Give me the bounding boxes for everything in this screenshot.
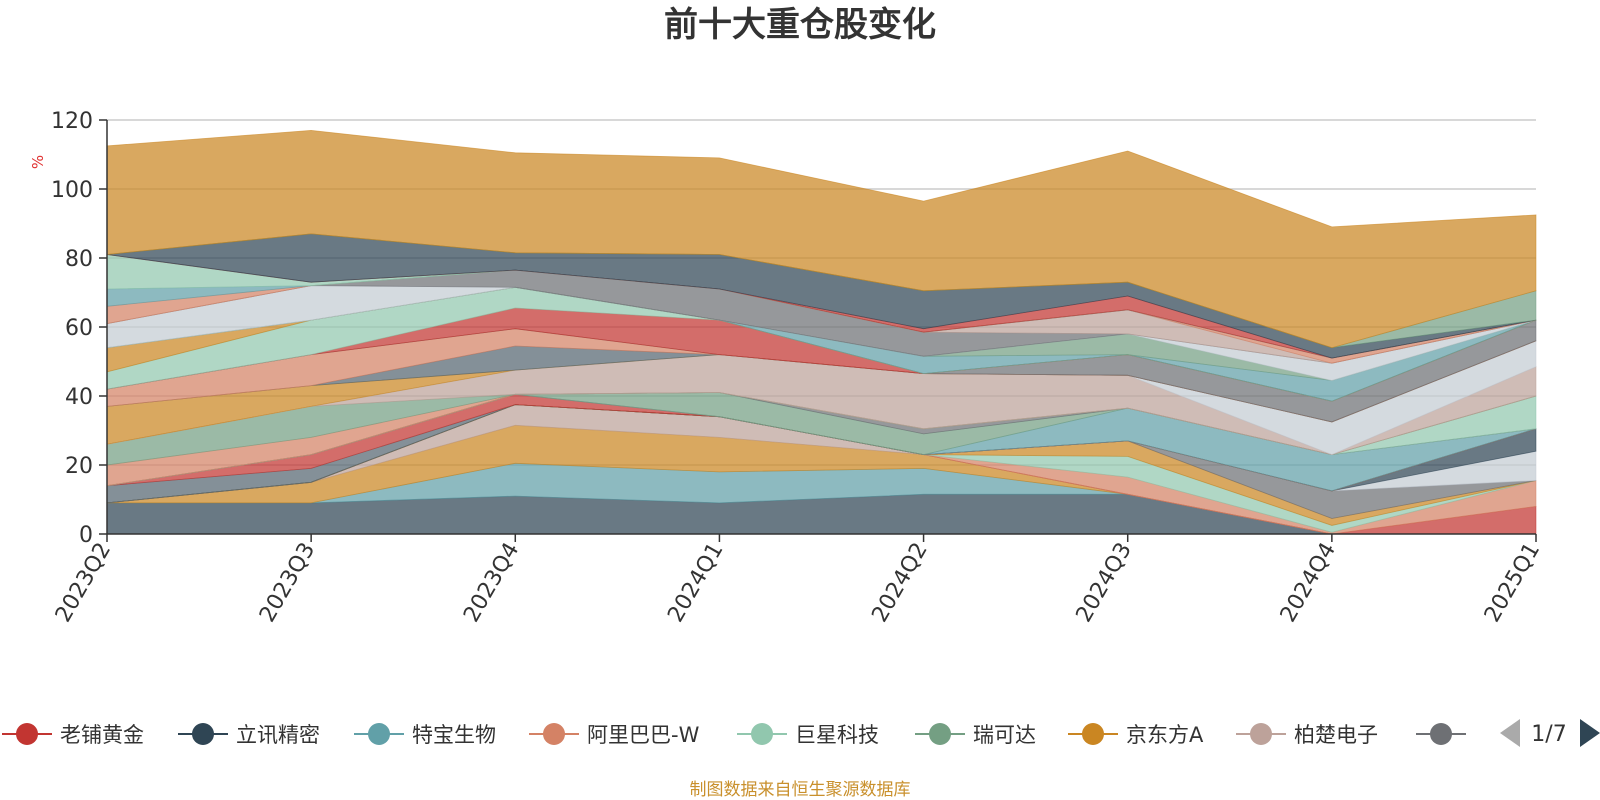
y-tick-label: 40	[65, 385, 93, 410]
y-axis-unit: %	[29, 155, 47, 169]
legend-label: 巨星科技	[795, 723, 879, 747]
legend-item[interactable]: 巨星科技	[737, 723, 879, 747]
legend: 老铺黄金 立讯精密 特宝生物 阿里巴巴-W 巨星科技 瑞可达 京东方A 柏楚电子 1/7	[2, 719, 1600, 747]
y-tick-label: 60	[65, 316, 93, 341]
legend-item[interactable]	[1416, 723, 1466, 745]
legend-label: 柏楚电子	[1294, 723, 1378, 747]
x-tick-label: 2025Q1	[1480, 539, 1545, 627]
y-tick-label: 100	[51, 178, 93, 203]
legend-marker-icon	[929, 723, 951, 745]
y-tick-label: 20	[65, 454, 93, 479]
legend-label: 老铺黄金	[60, 723, 144, 747]
legend-marker-icon	[751, 723, 773, 745]
area-series	[106, 129, 1537, 535]
legend-marker-icon	[543, 723, 565, 745]
legend-label: 京东方A	[1126, 723, 1204, 747]
x-tick-label: 2023Q2	[51, 539, 116, 627]
legend-marker-icon	[1082, 723, 1104, 745]
legend-item[interactable]: 瑞可达	[915, 723, 1036, 747]
legend-item[interactable]: 老铺黄金	[2, 723, 144, 747]
legend-item[interactable]: 柏楚电子	[1236, 723, 1378, 747]
x-tick-label: 2024Q3	[1072, 539, 1137, 627]
y-tick-label: 120	[51, 109, 93, 134]
legend-label: 特宝生物	[412, 723, 496, 747]
x-tick-label: 2024Q2	[867, 539, 932, 627]
legend-label: 阿里巴巴-W	[587, 723, 700, 747]
data-source-note: 制图数据来自恒生聚源数据库	[690, 780, 911, 800]
x-tick-label: 2024Q1	[663, 539, 728, 627]
legend-prev-page-icon[interactable]	[1500, 719, 1520, 747]
y-tick-label: 0	[79, 523, 93, 548]
legend-item[interactable]: 特宝生物	[354, 723, 496, 747]
legend-page-indicator: 1/7	[1531, 722, 1566, 747]
legend-label: 立讯精密	[236, 723, 320, 747]
area-series-40[interactable]	[106, 129, 1537, 349]
legend-next-page-icon[interactable]	[1580, 719, 1600, 747]
y-tick-label: 80	[65, 247, 93, 272]
legend-item[interactable]: 阿里巴巴-W	[529, 723, 700, 747]
legend-marker-icon	[192, 723, 214, 745]
legend-marker-icon	[1250, 723, 1272, 745]
legend-marker-icon	[368, 723, 390, 745]
chart-title: 前十大重仓股变化	[664, 5, 936, 45]
legend-marker-icon	[1430, 723, 1452, 745]
legend-marker-icon	[16, 723, 38, 745]
legend-item[interactable]: 京东方A	[1068, 723, 1204, 747]
x-tick-label: 2023Q3	[255, 539, 320, 627]
x-tick-label: 2024Q4	[1276, 539, 1341, 627]
x-tick-label: 2023Q4	[459, 539, 524, 627]
legend-item[interactable]: 立讯精密	[178, 723, 320, 747]
legend-label: 瑞可达	[973, 723, 1036, 747]
